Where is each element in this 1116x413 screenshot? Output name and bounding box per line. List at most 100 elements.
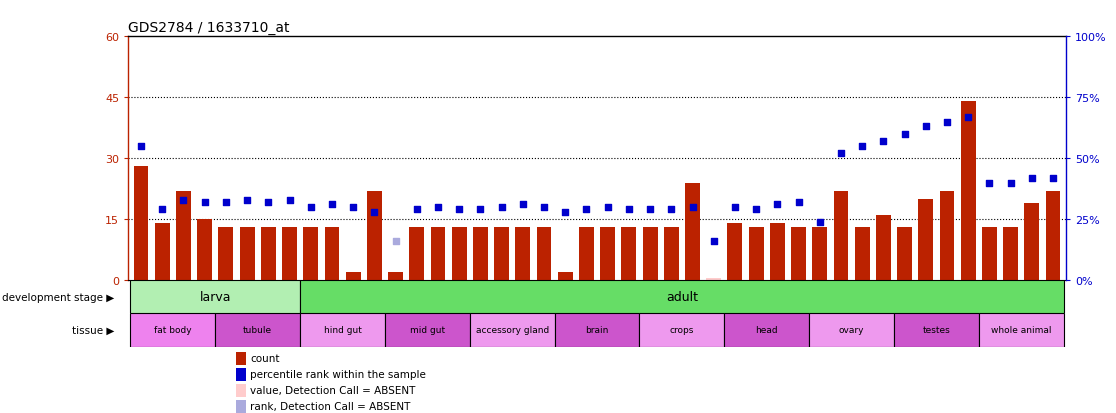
Point: [896, 131, 914, 138]
Bar: [300, 280, 1064, 313]
Bar: [1046, 191, 1060, 280]
Point: [323, 202, 340, 208]
Bar: [1024, 203, 1039, 280]
Bar: [1003, 228, 1018, 280]
Bar: [304, 228, 318, 280]
Bar: [131, 280, 300, 313]
Text: tubule: tubule: [243, 325, 272, 335]
Bar: [855, 228, 869, 280]
Bar: [728, 223, 742, 280]
Point: [471, 206, 489, 213]
Point: [620, 206, 638, 213]
Text: accessory gland: accessory gland: [475, 325, 549, 335]
Bar: [473, 228, 488, 280]
Bar: [643, 228, 657, 280]
Text: GDS2784 / 1633710_at: GDS2784 / 1633710_at: [128, 21, 290, 35]
Text: mid gut: mid gut: [410, 325, 445, 335]
Text: larva: larva: [200, 290, 231, 304]
Text: count: count: [250, 354, 280, 363]
Point: [705, 238, 723, 245]
Bar: [494, 228, 509, 280]
Point: [748, 206, 766, 213]
Bar: [237, 352, 246, 365]
Bar: [431, 228, 445, 280]
Point: [981, 180, 999, 186]
Point: [365, 209, 383, 216]
Point: [1002, 180, 1020, 186]
Bar: [240, 228, 254, 280]
Point: [450, 206, 468, 213]
Point: [238, 197, 256, 204]
Point: [195, 199, 213, 206]
Text: development stage ▶: development stage ▶: [2, 292, 114, 302]
Bar: [558, 272, 573, 280]
Bar: [237, 368, 246, 381]
Point: [642, 206, 660, 213]
Point: [429, 204, 446, 211]
Point: [301, 204, 319, 211]
Point: [663, 206, 681, 213]
Point: [556, 209, 574, 216]
Point: [960, 114, 978, 121]
Text: tissue ▶: tissue ▶: [71, 325, 114, 335]
Text: value, Detection Call = ABSENT: value, Detection Call = ABSENT: [250, 385, 415, 395]
Bar: [325, 228, 339, 280]
Bar: [219, 228, 233, 280]
Point: [174, 197, 192, 204]
Point: [386, 238, 404, 245]
Text: ovary: ovary: [839, 325, 864, 335]
Bar: [809, 313, 894, 347]
Bar: [791, 228, 806, 280]
Bar: [600, 228, 615, 280]
Text: brain: brain: [586, 325, 608, 335]
Text: fat body: fat body: [154, 325, 192, 335]
Point: [344, 204, 362, 211]
Bar: [894, 313, 979, 347]
Bar: [261, 228, 276, 280]
Point: [259, 199, 277, 206]
Point: [854, 143, 872, 150]
Bar: [639, 313, 724, 347]
Text: whole animal: whole animal: [991, 325, 1051, 335]
Point: [217, 199, 234, 206]
Text: crops: crops: [670, 325, 694, 335]
Bar: [685, 183, 700, 280]
Bar: [940, 191, 954, 280]
Bar: [834, 191, 848, 280]
Point: [153, 206, 171, 213]
Bar: [516, 228, 530, 280]
Point: [875, 138, 893, 145]
Point: [811, 219, 829, 225]
Point: [407, 206, 425, 213]
Bar: [812, 228, 827, 280]
Bar: [706, 278, 721, 280]
Point: [769, 202, 787, 208]
Text: rank, Detection Call = ABSENT: rank, Detection Call = ABSENT: [250, 401, 411, 411]
Bar: [198, 220, 212, 280]
Text: adult: adult: [666, 290, 698, 304]
Bar: [579, 228, 594, 280]
Bar: [237, 400, 246, 413]
Point: [513, 202, 531, 208]
Text: head: head: [756, 325, 778, 335]
Bar: [282, 228, 297, 280]
Bar: [555, 313, 639, 347]
Bar: [897, 228, 912, 280]
Bar: [664, 228, 679, 280]
Bar: [131, 313, 215, 347]
Point: [790, 199, 808, 206]
Point: [939, 119, 956, 126]
Point: [917, 124, 935, 131]
Bar: [300, 313, 385, 347]
Point: [280, 197, 298, 204]
Bar: [385, 313, 470, 347]
Bar: [237, 384, 246, 397]
Point: [1023, 175, 1041, 182]
Point: [833, 151, 850, 157]
Bar: [537, 228, 551, 280]
Point: [492, 204, 510, 211]
Bar: [155, 223, 170, 280]
Bar: [724, 313, 809, 347]
Bar: [622, 228, 636, 280]
Bar: [961, 102, 975, 280]
